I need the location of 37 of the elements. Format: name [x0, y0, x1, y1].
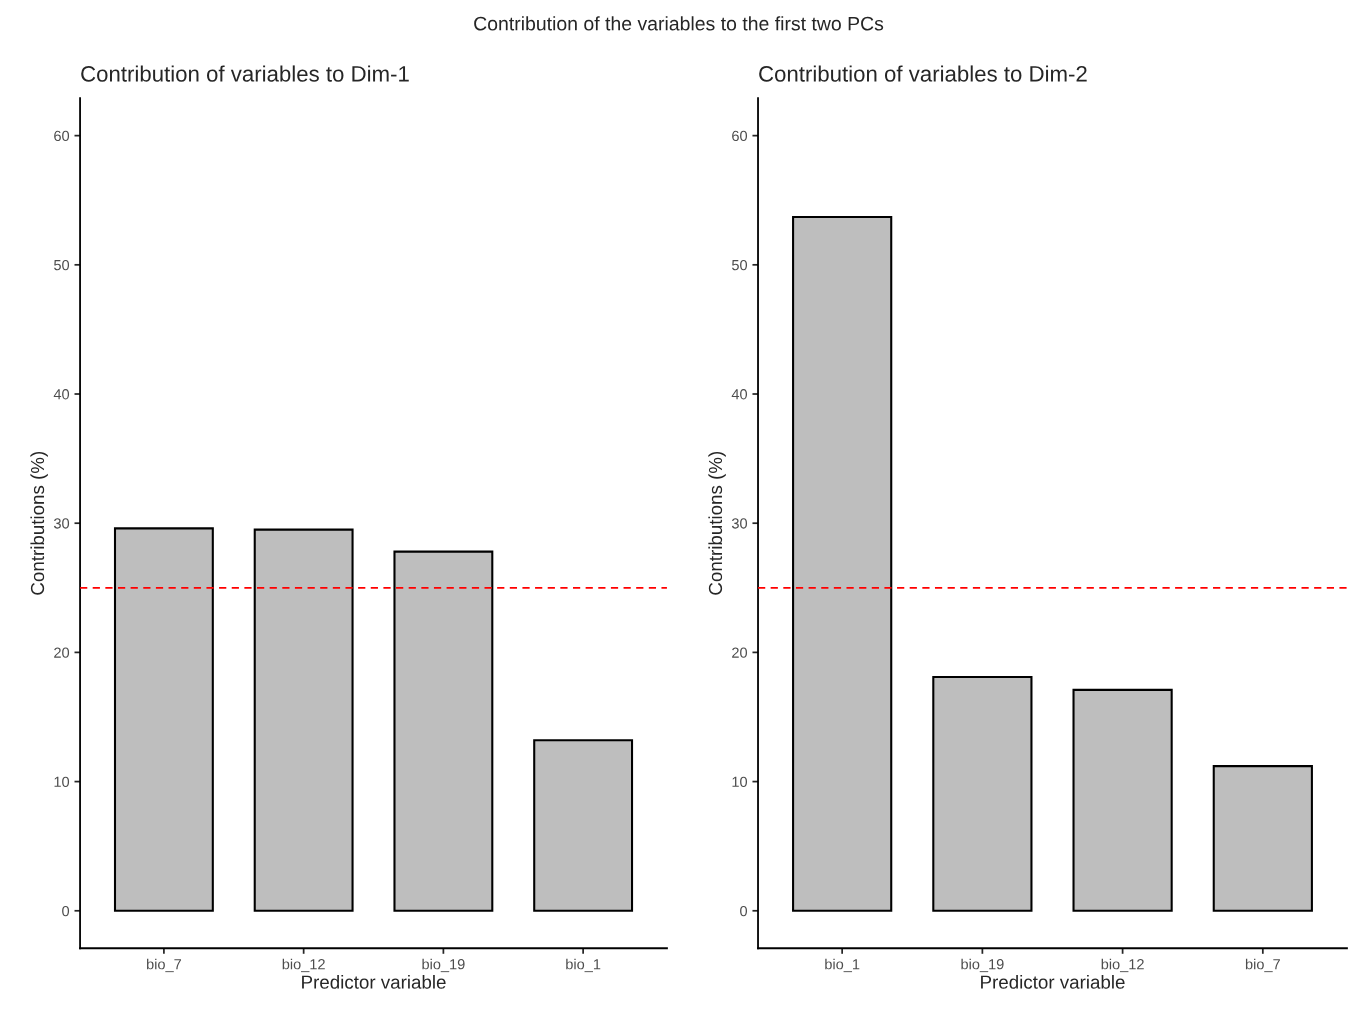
y-tick-label: 50 — [54, 259, 70, 271]
x-tick-label: bio_12 — [1101, 958, 1144, 973]
x-tick-label: bio_7 — [147, 958, 182, 973]
bar — [1072, 688, 1173, 912]
y-tick-label: 40 — [53, 389, 70, 400]
y-tick-label: 60 — [732, 130, 748, 142]
x-tick-label: bio_1 — [825, 958, 860, 973]
bar — [393, 550, 494, 912]
y-tick-label: 30 — [731, 518, 748, 529]
chart-title: Contribution of variables to Dim-2 — [759, 65, 1087, 82]
x-axis-title: Predictor variable — [302, 975, 446, 989]
y-tick-label: 10 — [54, 776, 70, 788]
bar — [533, 739, 634, 912]
chart-title: Contribution of variables to Dim-1 — [81, 65, 409, 82]
y-tick-label: 30 — [53, 518, 70, 529]
bar — [253, 528, 354, 912]
x-tick-label: bio_19 — [422, 958, 465, 973]
x-tick-label: bio_7 — [1245, 958, 1280, 973]
bar — [792, 215, 893, 912]
y-tick-label: 40 — [731, 389, 748, 400]
y-tick-label: 50 — [731, 259, 748, 271]
bar — [932, 675, 1033, 912]
bar — [113, 527, 214, 912]
y-tick-label: 0 — [62, 905, 70, 917]
y-tick-label: 20 — [54, 647, 70, 658]
x-tick-label: bio_12 — [282, 958, 325, 973]
x-tick-label: bio_1 — [566, 958, 601, 973]
y-axis-title: Contributions (%) — [30, 451, 48, 595]
y-tick-label: 10 — [732, 776, 748, 788]
y-tick-label: 0 — [740, 905, 748, 917]
x-axis-title: Predictor variable — [981, 975, 1125, 989]
x-tick-label: bio_19 — [961, 958, 1004, 973]
y-tick-label: 20 — [732, 647, 748, 658]
y-axis-title: Contributions (%) — [708, 451, 726, 595]
y-tick-label: 60 — [54, 130, 70, 142]
text: Contribution of the variables to the first two PCs — [474, 16, 884, 31]
bar — [1212, 765, 1313, 912]
